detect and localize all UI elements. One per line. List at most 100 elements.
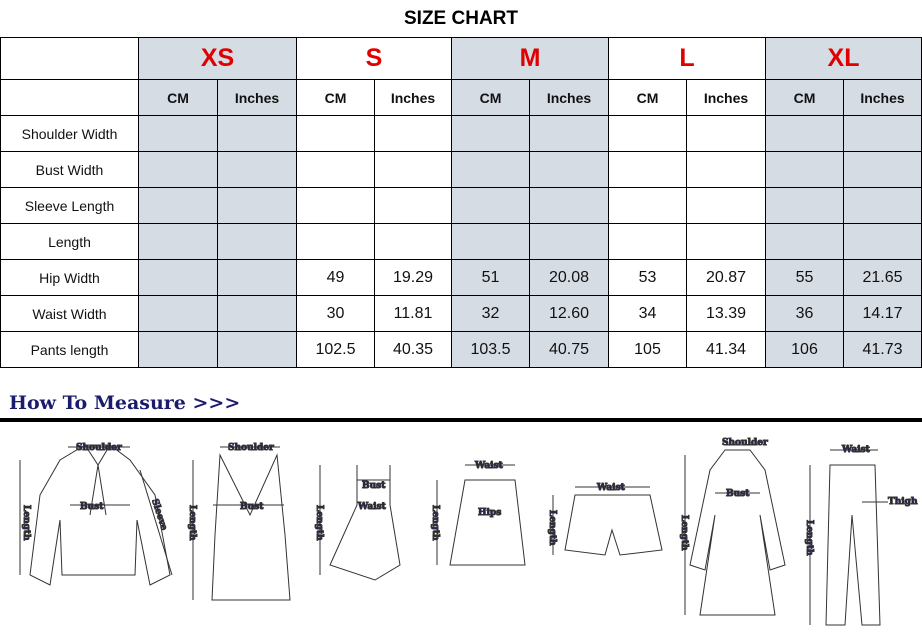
value-cell bbox=[217, 223, 297, 260]
value-cell: 36 bbox=[765, 295, 844, 332]
label-length: Length bbox=[21, 505, 31, 541]
row-label: Sleeve Length bbox=[0, 187, 139, 224]
label-shoulder: Shoulder bbox=[228, 443, 274, 453]
row-label: Waist Width bbox=[0, 295, 139, 332]
unit-header-cm: CM bbox=[451, 79, 530, 116]
shorts-illustration: Waist Length bbox=[547, 483, 663, 556]
value-cell: 49 bbox=[296, 259, 375, 296]
row-label: Length bbox=[0, 223, 139, 260]
unit-header-row: CM Inches CM Inches CM Inches CM Inches CM Inches bbox=[0, 79, 922, 116]
value-cell: 32 bbox=[451, 295, 530, 332]
value-cell bbox=[217, 187, 297, 224]
value-cell bbox=[765, 187, 844, 224]
corner-cell bbox=[0, 37, 139, 80]
value-cell bbox=[374, 223, 452, 260]
table-row: Length bbox=[0, 223, 922, 260]
value-cell bbox=[843, 187, 922, 224]
value-cell: 14.17 bbox=[843, 295, 922, 332]
label-waist: Waist bbox=[474, 461, 504, 471]
value-cell bbox=[765, 115, 844, 152]
value-cell bbox=[529, 187, 609, 224]
table-row: Bust Width bbox=[0, 151, 922, 188]
value-cell bbox=[608, 187, 687, 224]
value-cell: 11.81 bbox=[374, 295, 452, 332]
table-row: Shoulder Width bbox=[0, 115, 922, 152]
value-cell bbox=[138, 223, 218, 260]
skirt-illustration: Waist Hips Length bbox=[430, 461, 526, 566]
value-cell bbox=[451, 187, 530, 224]
value-cell bbox=[374, 151, 452, 188]
value-cell: 41.34 bbox=[686, 331, 766, 368]
label-length: Length bbox=[547, 510, 557, 546]
tank-top-illustration: Shoulder Bust Length bbox=[187, 443, 291, 601]
value-cell bbox=[686, 223, 766, 260]
row-label: Shoulder Width bbox=[0, 115, 139, 152]
row-label: Pants length bbox=[0, 331, 139, 368]
label-shoulder: Shoulder bbox=[722, 438, 768, 448]
value-cell bbox=[138, 187, 218, 224]
size-chart-table: XS S M L XL CM Inches CM Inches CM Inches CM In… bbox=[0, 37, 922, 368]
value-cell: 103.5 bbox=[451, 331, 530, 368]
value-cell: 20.87 bbox=[686, 259, 766, 296]
label-waist: Waist bbox=[841, 445, 871, 455]
unit-header-inches: Inches bbox=[374, 79, 452, 116]
value-cell bbox=[686, 115, 766, 152]
measurement-illustrations: Shoulder Bust Length Sleeve Shoulder Bus… bbox=[19, 438, 918, 626]
value-cell: 105 bbox=[608, 331, 687, 368]
value-cell bbox=[217, 259, 297, 296]
label-waist: Waist bbox=[357, 502, 387, 512]
value-cell bbox=[138, 295, 218, 332]
value-cell bbox=[138, 151, 218, 188]
value-cell bbox=[608, 115, 687, 152]
value-cell: 55 bbox=[765, 259, 844, 296]
value-cell: 41.73 bbox=[843, 331, 922, 368]
value-cell: 34 bbox=[608, 295, 687, 332]
unit-header-inches: Inches bbox=[843, 79, 922, 116]
row-label: Bust Width bbox=[0, 151, 139, 188]
label-sleeve: Sleeve bbox=[149, 498, 169, 532]
value-cell bbox=[608, 151, 687, 188]
value-cell bbox=[686, 151, 766, 188]
size-xl: XL bbox=[765, 37, 922, 80]
dress-illustration: Bust Waist Length bbox=[314, 465, 401, 581]
label-bust: Bust bbox=[240, 502, 264, 512]
value-cell: 40.75 bbox=[529, 331, 609, 368]
label-shoulder: Shoulder bbox=[76, 443, 122, 453]
table-row: Waist Width 30 11.81 32 12.60 34 13.39 36 14.17 bbox=[0, 295, 922, 332]
label-bust: Bust bbox=[726, 489, 750, 499]
label-waist: Waist bbox=[596, 483, 626, 493]
value-cell bbox=[529, 223, 609, 260]
label-length: Length bbox=[804, 520, 814, 556]
table-row: Pants length 102.5 40.35 103.5 40.75 105 41.34… bbox=[0, 331, 922, 368]
unit-header-cm: CM bbox=[296, 79, 375, 116]
unit-header-inches: Inches bbox=[686, 79, 766, 116]
value-cell: 53 bbox=[608, 259, 687, 296]
value-cell: 19.29 bbox=[374, 259, 452, 296]
value-cell bbox=[217, 151, 297, 188]
value-cell bbox=[296, 187, 375, 224]
size-s: S bbox=[296, 37, 452, 80]
value-cell bbox=[843, 223, 922, 260]
pants-illustration: Waist Thigh Length bbox=[804, 445, 918, 626]
size-m: M bbox=[451, 37, 609, 80]
unit-header-cm: CM bbox=[138, 79, 218, 116]
value-cell bbox=[529, 151, 609, 188]
value-cell: 40.35 bbox=[374, 331, 452, 368]
value-cell bbox=[451, 223, 530, 260]
value-cell bbox=[296, 223, 375, 260]
value-cell bbox=[765, 151, 844, 188]
how-to-measure-heading: How To Measure >>> bbox=[9, 392, 241, 414]
corner-cell bbox=[0, 79, 139, 116]
value-cell bbox=[451, 115, 530, 152]
label-bust: Bust bbox=[80, 502, 104, 512]
unit-header-cm: CM bbox=[765, 79, 844, 116]
value-cell bbox=[217, 331, 297, 368]
value-cell bbox=[374, 115, 452, 152]
value-cell bbox=[138, 259, 218, 296]
value-cell bbox=[608, 223, 687, 260]
value-cell bbox=[843, 151, 922, 188]
label-thigh: Thigh bbox=[888, 497, 918, 507]
table-row: Sleeve Length bbox=[0, 187, 922, 224]
size-header-row: XS S M L XL bbox=[0, 37, 922, 80]
unit-header-cm: CM bbox=[608, 79, 687, 116]
